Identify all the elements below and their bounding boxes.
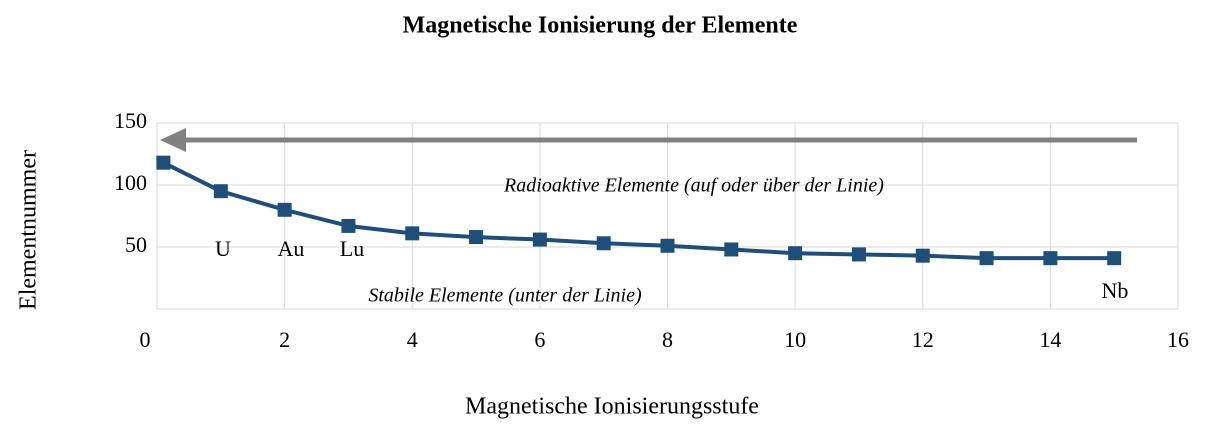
data-point	[788, 246, 803, 261]
data-point	[979, 251, 994, 266]
data-point	[213, 184, 228, 199]
data-point	[532, 232, 547, 247]
x-tick-label: 0	[140, 327, 151, 352]
x-tick-label: 14	[1039, 327, 1061, 352]
annotation: Radioaktive Elemente (auf oder über der …	[503, 175, 884, 197]
x-tick-label: 2	[279, 327, 290, 352]
x-tick-label: 6	[534, 327, 545, 352]
data-point	[405, 226, 420, 241]
plot-layer	[156, 122, 1179, 309]
x-tick-label: 12	[912, 327, 934, 352]
chart-title: Magnetische Ionisierung der Elemente	[403, 13, 798, 39]
x-tick-label: 4	[407, 327, 418, 352]
data-line	[162, 160, 1115, 261]
y-tick-label: 50	[125, 232, 147, 257]
data-point	[156, 155, 171, 170]
data-point	[469, 230, 484, 245]
point-label: Nb	[1102, 278, 1129, 303]
data-point	[660, 238, 675, 253]
annotation: Stabile Elemente (unter der Linie)	[368, 285, 642, 307]
data-point	[341, 218, 356, 233]
arrow-head	[160, 128, 186, 152]
data-point	[596, 236, 611, 251]
y-tick-label: 150	[114, 108, 147, 133]
y-axis-title: Elementnummer	[16, 150, 42, 310]
x-tick-label: 16	[1167, 327, 1189, 352]
data-point	[277, 202, 292, 217]
x-tick-label: 10	[784, 327, 806, 352]
data-point	[1043, 251, 1058, 266]
data-point	[851, 247, 866, 262]
point-label: Lu	[340, 236, 364, 261]
x-tick-label: 8	[662, 327, 673, 352]
x-axis-title: Magnetische Ionisierungsstufe	[465, 394, 759, 420]
data-point	[1107, 251, 1122, 266]
point-label: U	[215, 236, 231, 261]
data-point	[915, 248, 930, 263]
y-tick-label: 100	[114, 170, 147, 195]
data-point	[724, 242, 739, 257]
point-label: Au	[278, 236, 305, 261]
